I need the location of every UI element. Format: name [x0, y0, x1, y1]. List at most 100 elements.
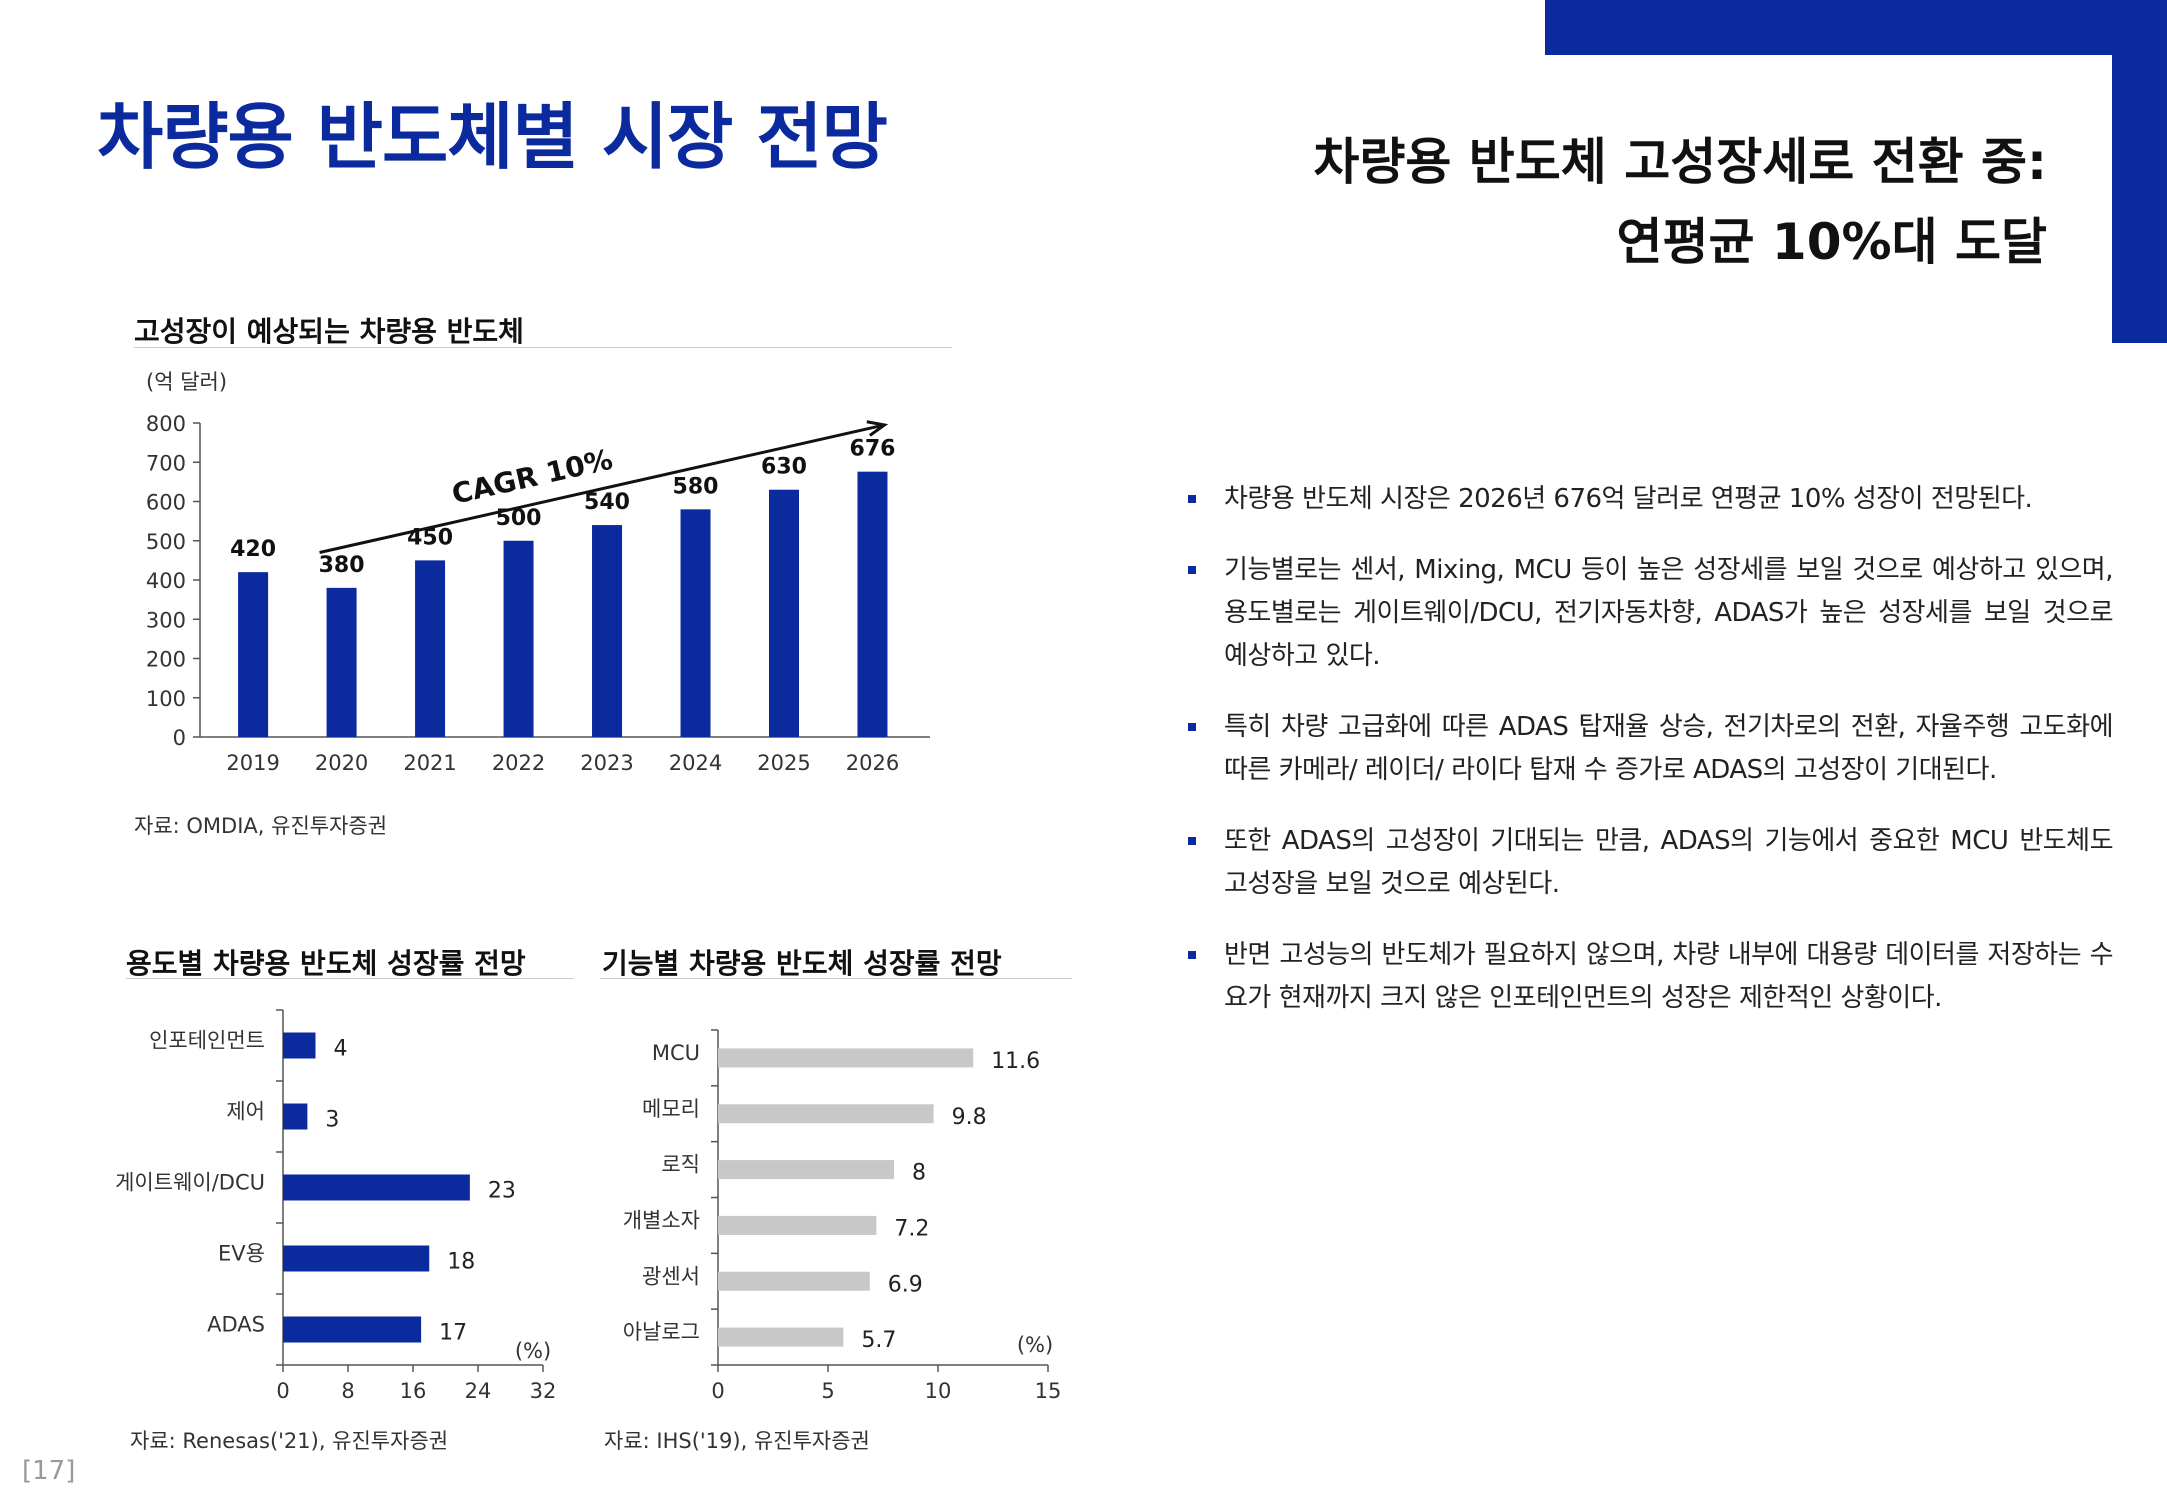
- chart3-category-label: 메모리: [642, 1097, 700, 1121]
- bullet-text: 또한 ADAS의 고성장이 기대되는 만큼, ADAS의 기능에서 중요한 MC…: [1224, 826, 2114, 899]
- chart2-category-label: 게이트웨이/DCU: [115, 1171, 265, 1195]
- headline: 차량용 반도체 고성장세로 전환 중: 연평균 10%대 도달: [1313, 122, 2047, 282]
- chart1-cagr-arrowhead: [866, 420, 889, 437]
- chart1-y-tick-label: 0: [173, 726, 186, 750]
- chart1-bar: [680, 509, 711, 737]
- side-accent-bar: [2112, 0, 2167, 343]
- chart2-bar: [283, 1103, 308, 1130]
- chart2-data-label: 23: [488, 1179, 516, 1204]
- chart1-y-tick-label: 700: [146, 451, 186, 475]
- chart2-x-tick-label: 8: [341, 1379, 354, 1403]
- chart3-source: 자료: IHS('19), 유진투자증권: [604, 1429, 870, 1453]
- chart1-bar: [326, 587, 357, 737]
- bullet-list: 차량용 반도체 시장은 2026년 676억 달러로 연평균 10% 성장이 전…: [1188, 478, 2114, 1048]
- chart3-plot: 0 5 10 15 MCU 11.6 메모리 9.8 로직 8 개별소자 7.2 광센서 6.9 아날로그 5…: [623, 1029, 1061, 1403]
- chart1-y-tick-label: 100: [146, 687, 186, 711]
- header-accent-bar: [1545, 0, 2167, 55]
- chart2-plot: 0 8 16 24 32 인포테인먼트 4 제어 3 게이트웨이/DCU 23 EV용 18 ADAS 17…: [115, 1009, 557, 1403]
- page-number: [17]: [22, 1456, 76, 1486]
- chart1-source: 자료: OMDIA, 유진투자증권: [134, 814, 388, 838]
- chart1-y-tick-label: 800: [146, 412, 186, 436]
- chart3-x-tick-label: 5: [821, 1379, 834, 1403]
- chart2-x-tick-label: 24: [465, 1379, 492, 1403]
- chart1-y-tick-label: 600: [146, 491, 186, 515]
- chart3-bar: [718, 1160, 894, 1180]
- chart3-bar: [718, 1215, 877, 1235]
- chart1-bar: [592, 525, 623, 737]
- bullet-item: 기능별로는 센서, Mixing, MCU 등이 높은 성장세를 보일 것으로 …: [1188, 549, 2114, 678]
- chart3-x-tick-label: 0: [711, 1379, 724, 1403]
- chart3-unit: (%): [1017, 1333, 1053, 1357]
- bullet-item: 또한 ADAS의 고성장이 기대되는 만큼, ADAS의 기능에서 중요한 MC…: [1188, 820, 2114, 906]
- chart3-bar: [718, 1048, 974, 1068]
- chart3-category-label: 광센서: [642, 1264, 700, 1288]
- chart1-bar: [769, 489, 799, 737]
- chart3-x-tick-label: 10: [925, 1379, 952, 1403]
- chart1-bar: [503, 540, 534, 737]
- chart1-x-tick-label: 2020: [315, 751, 368, 775]
- chart2-title-rule: [126, 978, 574, 979]
- chart3-data-label: 9.8: [952, 1105, 987, 1130]
- chart1-data-label: 450: [407, 525, 453, 550]
- bullet-item: 반면 고성능의 반도체가 필요하지 않으며, 차량 내부에 대용량 데이터를 저…: [1188, 934, 2114, 1020]
- chart2-bar: [283, 1245, 430, 1272]
- chart2-unit: (%): [515, 1339, 551, 1363]
- chart3-bar: [718, 1327, 844, 1347]
- chart1-data-label: 676: [850, 437, 896, 462]
- chart2-category-label: 제어: [226, 1100, 265, 1124]
- chart2-data-label: 4: [334, 1037, 348, 1062]
- chart3-category-label: 로직: [661, 1153, 700, 1177]
- chart1-unit: (억 달러): [146, 370, 228, 394]
- chart1-data-label: 580: [673, 474, 719, 499]
- chart2-x-tick-label: 0: [276, 1379, 289, 1403]
- chart1-data-label: 540: [584, 490, 630, 515]
- chart1-x-tick-label: 2026: [846, 751, 899, 775]
- chart3-data-label: 6.9: [888, 1272, 923, 1297]
- chart1-x-tick-label: 2023: [580, 751, 633, 775]
- chart3-category-label: MCU: [652, 1041, 700, 1065]
- chart1-y-tick-label: 200: [146, 648, 186, 672]
- chart1-data-label: 420: [230, 537, 276, 562]
- chart3-category-label: 개별소자: [623, 1208, 700, 1232]
- headline-line-2: 연평균 10%대 도달: [1616, 213, 2048, 271]
- chart3-bar: [718, 1104, 934, 1124]
- square-bullet-icon: [1188, 566, 1196, 574]
- chart1-y-tick-label: 300: [146, 608, 186, 632]
- chart1-data-label: 380: [319, 553, 365, 578]
- chart1-bar: [415, 560, 446, 737]
- chart1-data-label: 500: [496, 506, 542, 531]
- square-bullet-icon: [1188, 495, 1196, 503]
- bullet-text: 기능별로는 센서, Mixing, MCU 등이 높은 성장세를 보일 것으로 …: [1224, 555, 2114, 671]
- chart1-x-tick-label: 2021: [403, 751, 456, 775]
- chart2-bar: [283, 1174, 470, 1201]
- chart1-bar: [857, 471, 888, 737]
- square-bullet-icon: [1188, 723, 1196, 731]
- chart2-bar: [283, 1032, 316, 1059]
- bullet-text: 반면 고성능의 반도체가 필요하지 않으며, 차량 내부에 대용량 데이터를 저…: [1224, 940, 2114, 1013]
- headline-line-1: 차량용 반도체 고성장세로 전환 중:: [1313, 133, 2047, 191]
- chart1-cagr-arrow: [319, 423, 885, 554]
- chart2-data-label: 3: [325, 1108, 339, 1133]
- chart1-bar: [238, 572, 269, 737]
- chart2-title: 용도별 차량용 반도체 성장률 전망: [126, 947, 526, 980]
- chart3-data-label: 7.2: [894, 1216, 929, 1241]
- bullet-text: 차량용 반도체 시장은 2026년 676억 달러로 연평균 10% 성장이 전…: [1224, 484, 2033, 514]
- bullet-item: 특히 차량 고급화에 따른 ADAS 탑재율 상승, 전기차로의 전환, 자율주…: [1188, 706, 2114, 792]
- chart1-y-tick-label: 400: [146, 569, 186, 593]
- chart1-data-label: 630: [761, 455, 807, 480]
- chart1-x-tick-label: 2022: [492, 751, 545, 775]
- chart1-x-tick-label: 2025: [757, 751, 810, 775]
- chart2-bar: [283, 1316, 422, 1343]
- chart3-category-label: 아날로그: [623, 1320, 700, 1344]
- bullet-text: 특히 차량 고급화에 따른 ADAS 탑재율 상승, 전기차로의 전환, 자율주…: [1224, 712, 2114, 785]
- bullet-item: 차량용 반도체 시장은 2026년 676억 달러로 연평균 10% 성장이 전…: [1188, 478, 2113, 521]
- chart3-title-rule: [600, 978, 1072, 979]
- chart1-x-tick-label: 2024: [669, 751, 722, 775]
- chart3-title: 기능별 차량용 반도체 성장률 전망: [602, 947, 1002, 980]
- chart3-bar: [718, 1271, 870, 1291]
- chart1-x-tick-label: 2019: [226, 751, 279, 775]
- chart2-category-label: ADAS: [207, 1313, 265, 1337]
- page-title: 차량용 반도체별 시장 전망: [97, 95, 888, 179]
- chart2-data-label: 18: [447, 1250, 475, 1275]
- chart2-x-tick-label: 32: [530, 1379, 557, 1403]
